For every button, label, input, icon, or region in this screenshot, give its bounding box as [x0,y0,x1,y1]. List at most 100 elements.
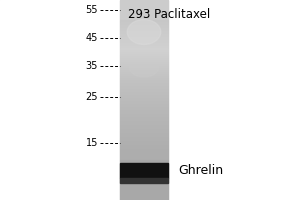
Bar [120,173,168,174]
Bar [120,13,168,14]
Bar [120,185,168,186]
Bar [120,132,168,133]
Bar [120,47,168,48]
Bar [120,15,168,16]
Bar [120,91,168,92]
Bar [120,120,168,121]
Bar [120,114,168,115]
Bar [120,149,168,150]
Bar [120,71,168,72]
Bar [120,101,168,102]
Bar [120,35,168,36]
Text: 15: 15 [85,138,98,148]
Bar [120,67,168,68]
Bar [120,83,168,84]
Bar [120,42,168,43]
Bar [120,73,168,74]
Bar [120,183,168,184]
Bar [120,105,168,106]
Bar [120,124,168,125]
Bar [120,161,168,162]
Bar [120,12,168,13]
Bar [120,85,168,86]
Bar [120,48,168,49]
Bar [120,174,168,175]
Bar [120,37,168,38]
Bar [120,64,168,65]
Bar [120,1,168,2]
Bar [120,150,168,151]
Bar [120,74,168,75]
Bar [120,169,168,170]
Bar [120,31,168,32]
Bar [120,123,168,124]
Bar [120,60,168,61]
Bar [120,147,168,148]
Bar [120,51,168,52]
Bar [120,23,168,24]
Bar [120,107,168,108]
Bar [120,189,168,190]
Bar [120,197,168,198]
Bar [120,181,168,182]
Bar [120,90,168,91]
Bar [120,58,168,59]
Bar [120,196,168,197]
Bar [120,195,168,196]
Bar [120,7,168,8]
Bar [120,136,168,137]
Bar [120,119,168,120]
Bar [120,10,168,11]
Bar [120,188,168,189]
Ellipse shape [130,59,158,77]
Bar [120,104,168,105]
Bar [120,100,168,101]
Bar [120,56,168,57]
Bar [120,22,168,23]
Bar [120,75,168,76]
Bar [120,165,168,166]
Bar [120,57,168,58]
Bar [120,63,168,64]
Bar [120,41,168,42]
Bar [120,53,168,54]
Bar [120,36,168,37]
Bar [120,180,168,181]
Bar [120,113,168,114]
Bar [120,160,168,161]
Bar [120,102,168,103]
Bar [120,163,168,178]
Bar [120,81,168,82]
Bar [120,62,168,63]
Bar [120,19,168,20]
Bar [120,177,168,178]
Bar [120,193,168,194]
Bar [120,191,168,192]
Bar [120,178,168,179]
Bar [120,129,168,130]
Bar [120,39,168,40]
Bar [120,88,168,89]
Bar [120,0,168,1]
Bar [120,176,168,177]
Bar [120,122,168,123]
Bar [120,142,168,143]
Bar [120,117,168,118]
Bar [120,178,168,183]
Bar [120,49,168,50]
Bar [120,109,168,110]
Bar [120,9,168,10]
Bar [120,140,168,141]
Bar [120,128,168,129]
Bar [120,38,168,39]
Bar [120,95,168,96]
Bar [120,156,168,157]
Bar [120,92,168,93]
Bar [120,151,168,152]
Bar [120,138,168,139]
Bar [120,17,168,18]
Bar [120,146,168,147]
Bar [120,103,168,104]
Bar [120,52,168,53]
Bar [120,78,168,79]
